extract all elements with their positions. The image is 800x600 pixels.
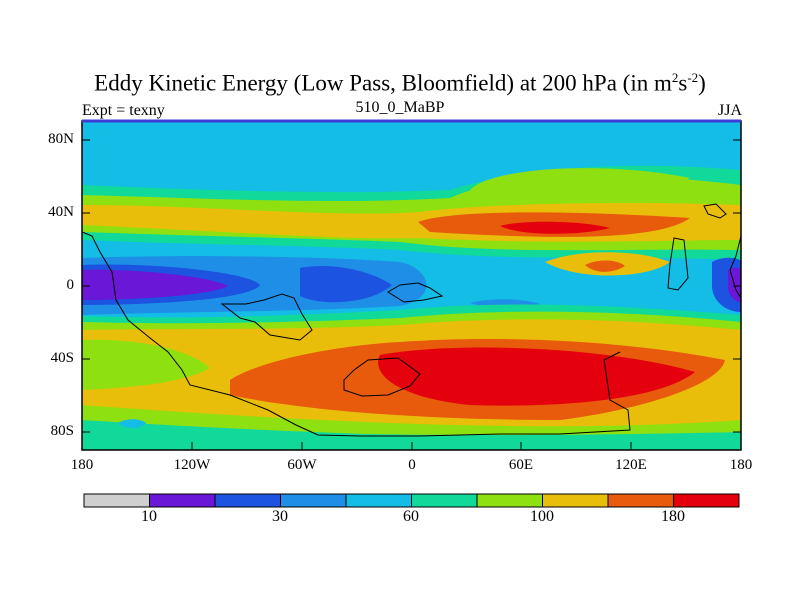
colorbar-box xyxy=(149,493,216,508)
coastline-americas xyxy=(667,237,689,291)
colorbar-box xyxy=(214,493,281,508)
lat-label-80s: 80S xyxy=(50,423,74,439)
coastline-east-africa xyxy=(82,231,631,437)
colorbar-box xyxy=(411,493,478,508)
patch-green-southern-high xyxy=(82,425,741,450)
lon-label-120w: 120W xyxy=(173,457,211,473)
colorbar-label-60: 60 xyxy=(403,508,419,525)
lon-label-120e: 120E xyxy=(615,457,647,473)
lon-label-180-west: 180 xyxy=(70,457,94,473)
run-label: 510_0_MaBP xyxy=(355,99,445,116)
colorbar-box xyxy=(280,493,347,508)
season-label: JJA xyxy=(717,102,742,119)
y-axis-ticks xyxy=(82,139,741,433)
patch-cyan-south-small xyxy=(118,419,146,429)
plot-title: Eddy Kinetic Energy (Low Pass, Bloomfiel… xyxy=(94,70,706,96)
continent-outlines xyxy=(82,203,741,437)
patch-red-south xyxy=(378,347,695,406)
patch-purple-west xyxy=(82,269,228,300)
lon-label-180-east: 180 xyxy=(729,457,753,473)
patch-blue-dark-mid xyxy=(300,265,392,303)
coastline-indonesia-west xyxy=(220,293,313,341)
colorbar-box xyxy=(345,493,412,508)
colorbar-label-30: 30 xyxy=(272,508,288,525)
lat-label-0: 0 xyxy=(66,277,75,293)
lon-label-60w: 60W xyxy=(287,457,317,473)
patch-lime-southwest xyxy=(82,339,210,390)
colorbar-label-10: 10 xyxy=(141,508,157,525)
colorbar xyxy=(83,493,740,508)
patch-orange-indian xyxy=(585,260,625,272)
lon-label-0: 0 xyxy=(408,457,416,473)
colorbar-label-100: 100 xyxy=(530,508,554,525)
colorbar-box xyxy=(83,493,150,508)
coastline-north-edge xyxy=(703,203,727,219)
coastline-east-edge xyxy=(729,235,741,299)
colorbar-label-180: 180 xyxy=(661,508,685,525)
colorbar-box xyxy=(673,493,740,508)
colorbar-box xyxy=(607,493,674,508)
colorbar-box xyxy=(476,493,543,508)
coastline-madagascar-area xyxy=(343,357,421,397)
contour-field xyxy=(82,121,741,450)
coastline-indonesia-east xyxy=(387,282,444,303)
patch-red-north xyxy=(500,221,610,234)
lat-label-40s: 40S xyxy=(50,350,74,366)
lat-label-40n: 40N xyxy=(48,204,74,220)
experiment-label: Expt = texny xyxy=(82,102,165,119)
patch-lime-northern-high xyxy=(470,168,690,199)
lon-label-60e: 60E xyxy=(508,457,534,473)
x-axis-ticks xyxy=(191,442,632,450)
lat-label-80n: 80N xyxy=(48,131,74,147)
colorbar-box xyxy=(542,493,609,508)
